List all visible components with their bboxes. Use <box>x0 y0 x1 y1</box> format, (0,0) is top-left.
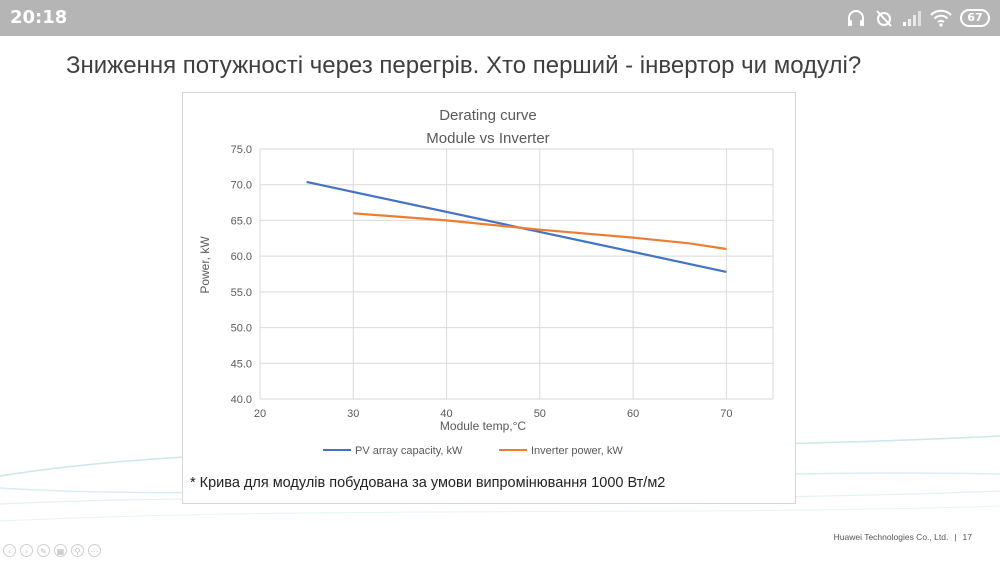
prev-icon[interactable]: ‹ <box>3 544 16 557</box>
legend-label-inverter: Inverter power, kW <box>531 445 623 457</box>
footer-separator: | <box>954 532 957 542</box>
series-line-inverter <box>353 212 727 251</box>
y-axis-label: Power, kW <box>198 236 212 294</box>
x-tick-label: 50 <box>534 408 546 420</box>
y-tick-label: 50.0 <box>231 323 252 335</box>
x-axis-label: Module temp,°C <box>440 419 527 433</box>
slideshow-controls: ‹ › ✎ ▦ ⚲ ⋯ <box>3 544 101 557</box>
page-number: 17 <box>962 532 972 542</box>
chart-grid <box>259 148 774 400</box>
derating-chart: Derating curve Module vs Inverter 40.0 45… <box>198 107 774 457</box>
x-tick-label: 20 <box>254 408 266 420</box>
next-icon[interactable]: › <box>20 544 33 557</box>
y-tick-label: 45.0 <box>231 358 252 370</box>
footer-company: Huawei Technologies Co., Ltd. <box>833 532 949 542</box>
chart-series <box>306 180 727 273</box>
y-tick-label: 75.0 <box>231 144 252 156</box>
zoom-icon[interactable]: ⚲ <box>71 544 84 557</box>
x-tick-label: 60 <box>627 408 639 420</box>
pen-icon[interactable]: ✎ <box>37 544 50 557</box>
x-tick-label: 70 <box>720 408 732 420</box>
chart-title: Derating curve <box>439 107 537 124</box>
status-icons: 67 <box>846 6 990 30</box>
chart-legend: PV array capacity, kW Inverter power, kW <box>323 445 623 457</box>
status-clock: 20:18 <box>10 7 68 28</box>
y-tick-label: 60.0 <box>231 251 252 263</box>
chart-frame: Derating curve Module vs Inverter 40.0 45… <box>182 92 796 504</box>
y-tick-label: 55.0 <box>231 287 252 299</box>
footnote: * Крива для модулів побудована за умови … <box>190 475 666 491</box>
y-axis-ticks: 40.0 45.0 50.0 55.0 60.0 65.0 70.0 75.0 <box>231 144 252 406</box>
more-icon[interactable]: ⋯ <box>88 544 101 557</box>
slides-icon[interactable]: ▦ <box>54 544 67 557</box>
battery-icon: 67 <box>960 9 990 27</box>
legend-label-pv: PV array capacity, kW <box>355 445 463 457</box>
slide-footer: Huawei Technologies Co., Ltd. | 17 <box>834 532 972 542</box>
signal-icon <box>902 9 922 27</box>
y-tick-label: 70.0 <box>231 180 252 192</box>
x-axis-ticks: 20 30 40 50 60 70 <box>254 408 733 420</box>
slide-title: Зниження потужності через перегрів. Хто … <box>66 52 862 79</box>
slide: Зниження потужності через перегрів. Хто … <box>0 36 1000 562</box>
chart-subtitle: Module vs Inverter <box>426 130 549 147</box>
status-bar: 20:18 67 <box>0 0 1000 36</box>
alarm-off-icon <box>874 8 894 28</box>
y-tick-label: 65.0 <box>231 215 252 227</box>
y-tick-label: 40.0 <box>231 394 252 406</box>
headphones-icon <box>846 8 866 28</box>
x-tick-label: 40 <box>440 408 452 420</box>
wifi-icon <box>930 9 952 27</box>
x-tick-label: 30 <box>347 408 359 420</box>
